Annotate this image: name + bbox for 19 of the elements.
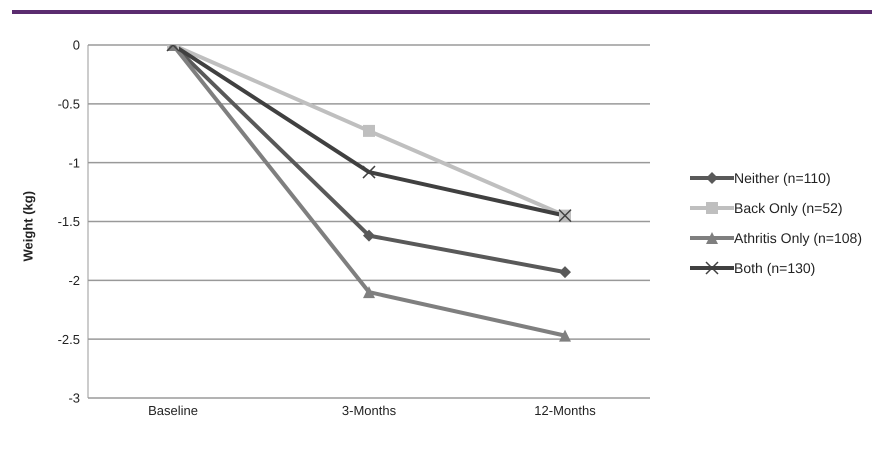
x-tick-label: 3-Months (342, 403, 397, 418)
x-tick-label: 12-Months (534, 403, 596, 418)
y-tick-label: -2 (68, 272, 80, 288)
y-tick-label: -0.5 (58, 96, 80, 112)
point (362, 165, 376, 179)
legend-label: Back Only (n=52) (734, 199, 843, 218)
point (559, 266, 571, 278)
y-tick-label: -1 (68, 155, 80, 170)
y-axis-title: Weight (kg) (20, 190, 36, 262)
legend-label: Both (n=130) (734, 259, 816, 278)
y-tick-label: 0 (72, 38, 80, 53)
legend-label: Athritis Only (n=108) (734, 229, 862, 248)
point (363, 124, 375, 137)
y-tick-label: -2.5 (58, 332, 80, 347)
point (363, 230, 375, 242)
y-tick-label: -1.5 (58, 214, 80, 230)
y-tick-label: -3 (68, 390, 80, 406)
x-tick-label: Baseline (148, 403, 198, 418)
legend-label: Neither (n=110) (734, 169, 831, 188)
